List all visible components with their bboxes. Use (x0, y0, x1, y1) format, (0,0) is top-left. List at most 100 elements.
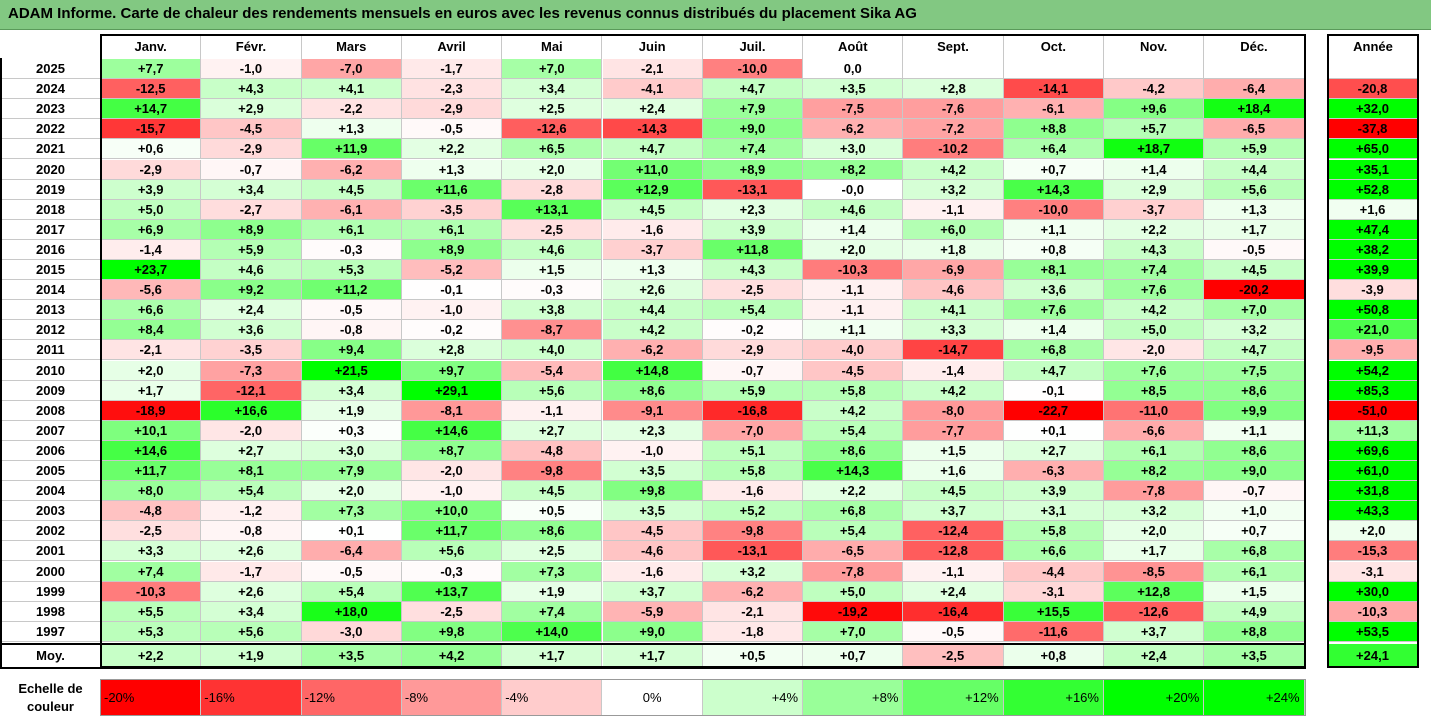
heatmap-cell: -2,1 (101, 340, 202, 361)
heatmap-cell: -2,5 (101, 521, 202, 542)
heatmap-cell: -1,6 (702, 481, 804, 502)
heatmap-cell: +9,0 (602, 621, 703, 642)
heatmap-cell: -0,8 (301, 320, 402, 341)
annual-cell: +50,8 (1328, 300, 1418, 321)
heatmap-cell: +3,9 (1003, 481, 1104, 502)
row-year-label: 2009 (0, 381, 101, 401)
heatmap-cell: -14,7 (903, 340, 1004, 361)
heatmap-cell: +3,3 (101, 541, 202, 562)
heatmap-cell: +2,0 (803, 239, 904, 260)
row-year-label: 2024 (0, 79, 101, 100)
heatmap-cell: +2,9 (1104, 179, 1205, 200)
heatmap-cell: +13,1 (502, 199, 603, 220)
heatmap-cell: -7,8 (803, 561, 904, 582)
heatmap-cell: +6,0 (903, 219, 1004, 240)
heatmap-cell: +7,6 (1104, 280, 1205, 301)
column-header-10: Oct. (1004, 34, 1104, 59)
heatmap-cell: -0,7 (702, 360, 804, 381)
heatmap-cell: -8,0 (903, 400, 1004, 421)
heatmap-cell: +2,7 (201, 440, 302, 461)
heatmap-cell: +2,0 (1104, 521, 1205, 542)
heatmap-cell: +11,0 (602, 159, 703, 180)
average-cell: +1,7 (602, 643, 703, 668)
row-year-label: 2011 (0, 340, 101, 361)
heatmap-cell: -3,5 (401, 199, 503, 220)
heatmap-cell: -6,6 (1104, 420, 1205, 441)
column-header-12: Déc. (1204, 34, 1305, 59)
legend-swatch: +4% (702, 680, 804, 716)
heatmap-cell: +3,6 (201, 320, 302, 341)
heatmap-cell: -7,0 (301, 59, 402, 80)
heatmap-cell: -7,6 (903, 99, 1004, 120)
heatmap-cell: -5,6 (101, 280, 202, 301)
column-header-11: Nov. (1104, 34, 1205, 59)
heatmap-cell: +4,3 (702, 260, 804, 281)
heatmap-cell: -0,1 (401, 280, 503, 301)
column-header-1: Janv. (101, 34, 202, 59)
average-cell: +1,7 (502, 643, 603, 668)
annual-cell: -20,8 (1328, 79, 1418, 100)
annual-cell: +47,4 (1328, 219, 1418, 240)
heatmap-cell: -0,5 (1204, 239, 1305, 260)
heatmap-cell: +11,2 (301, 280, 402, 301)
legend-swatch: +20% (1104, 680, 1205, 716)
heatmap-cell: +4,1 (903, 300, 1004, 321)
heatmap-cell: +9,8 (401, 621, 503, 642)
heatmap-cell: +2,4 (201, 300, 302, 321)
row-year-label: 2003 (0, 501, 101, 522)
heatmap-cell: +1,1 (803, 320, 904, 341)
heatmap-cell: -7,2 (903, 119, 1004, 140)
heatmap-cell: -4,1 (602, 79, 703, 100)
heatmap-cell: 0,0 (803, 59, 904, 80)
heatmap-cell: +6,1 (1204, 561, 1305, 582)
heatmap-cell: -12,4 (903, 521, 1004, 542)
heatmap-cell: -2,0 (201, 420, 302, 441)
heatmap-cell: -8,1 (401, 400, 503, 421)
heatmap-cell: +1,3 (401, 159, 503, 180)
heatmap-cell: +0,3 (301, 420, 402, 441)
heatmap-cell: -2,0 (1104, 340, 1205, 361)
row-year-label: 2006 (0, 441, 101, 461)
average-cell: +0,8 (1003, 643, 1104, 668)
column-header-5: Mai (502, 34, 603, 59)
heatmap-cell: +1,4 (1104, 159, 1205, 180)
heatmap-cell: -4,0 (803, 340, 904, 361)
heatmap-cell: +5,3 (301, 260, 402, 281)
heatmap-cell: +7,0 (803, 621, 904, 642)
legend-swatch: +16% (1003, 680, 1104, 716)
column-header-9: Sept. (903, 34, 1004, 59)
heatmap-cell: -6,2 (301, 159, 402, 180)
heatmap-cell: -1,0 (401, 300, 503, 321)
heatmap-cell: -2,8 (502, 179, 603, 200)
heatmap-cell: +6,1 (401, 219, 503, 240)
heatmap-cell: +7,0 (502, 59, 603, 80)
heatmap-cell: -2,0 (401, 461, 503, 482)
heatmap-cell: +5,4 (201, 481, 302, 502)
heatmap-cell: +29,1 (401, 380, 503, 401)
heatmap-cell: -0,2 (702, 320, 804, 341)
heatmap-cell: +23,7 (101, 260, 202, 281)
heatmap-cell: +5,6 (502, 380, 603, 401)
heatmap-cell: +6,1 (1104, 440, 1205, 461)
heatmap-cell: +7,4 (1104, 260, 1205, 281)
heatmap-cell: +9,9 (1204, 400, 1305, 421)
annual-cell: +52,8 (1328, 179, 1418, 200)
heatmap-cell: +8,6 (1204, 380, 1305, 401)
heatmap-cell: +3,1 (1003, 501, 1104, 522)
heatmap-cell: +9,4 (301, 340, 402, 361)
heatmap-cell: +7,0 (1204, 300, 1305, 321)
annual-cell: +35,1 (1328, 159, 1418, 180)
heatmap-cell (1104, 59, 1205, 80)
heatmap-cell: +0,5 (502, 501, 603, 522)
annual-cell: +31,8 (1328, 481, 1418, 502)
heatmap-cell: -15,7 (101, 119, 202, 140)
heatmap-cell: -0,3 (301, 239, 402, 260)
heatmap-cell: -4,8 (502, 440, 603, 461)
heatmap-cell: +1,6 (903, 461, 1004, 482)
annual-cell: -3,9 (1328, 280, 1418, 301)
column-header-8: Août (803, 34, 904, 59)
heatmap-cell: -2,9 (201, 139, 302, 160)
row-year-label: 2013 (0, 300, 101, 321)
heatmap-cell: +8,4 (101, 320, 202, 341)
heatmap-cell: +3,4 (301, 380, 402, 401)
